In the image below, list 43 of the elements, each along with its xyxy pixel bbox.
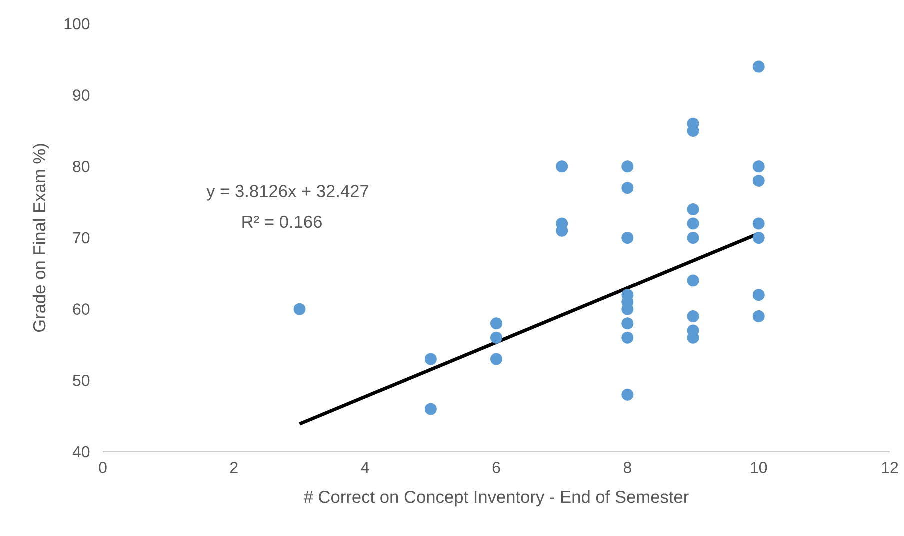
x-axis-title: # Correct on Concept Inventory - End of Semester xyxy=(304,490,689,507)
x-tick-label: 8 xyxy=(624,462,632,474)
annotation: y = 3.8126x + 32.427 xyxy=(206,185,369,201)
point xyxy=(490,318,503,330)
point xyxy=(687,274,700,287)
x-tick-label: 4 xyxy=(361,462,370,474)
y-axis-title: Grade on Final Exam %) xyxy=(32,144,50,332)
point xyxy=(622,332,634,344)
point xyxy=(752,60,765,73)
x-tick-label: 0 xyxy=(99,462,107,474)
point xyxy=(622,160,634,173)
point xyxy=(622,318,634,330)
point xyxy=(622,232,634,244)
point xyxy=(622,182,634,194)
x-tick-label: 6 xyxy=(492,462,500,474)
y-tick-label: 60 xyxy=(73,304,90,315)
point xyxy=(622,388,634,401)
point xyxy=(490,353,503,366)
y-tick-label: 50 xyxy=(73,375,90,386)
y-tick-label: 80 xyxy=(73,161,90,172)
point xyxy=(490,332,503,344)
point xyxy=(752,160,765,173)
point xyxy=(424,353,437,366)
point xyxy=(424,403,437,416)
y-tick-label: 100 xyxy=(64,18,90,30)
x-tick-label: 10 xyxy=(751,462,768,474)
x-tick-label: 12 xyxy=(882,462,898,474)
point xyxy=(687,203,700,216)
y-tick-label: 40 xyxy=(72,446,90,458)
point xyxy=(687,218,700,230)
y-tick-label: 70 xyxy=(73,232,90,244)
point xyxy=(752,218,765,230)
annotation: R² = 0.166 xyxy=(242,216,322,228)
point xyxy=(752,289,765,302)
point xyxy=(752,310,765,322)
x-tick-label: 2 xyxy=(230,462,238,474)
point xyxy=(687,310,700,322)
point xyxy=(294,303,306,316)
point xyxy=(556,160,568,173)
point xyxy=(752,174,765,187)
y-tick-label: 90 xyxy=(73,90,90,101)
point xyxy=(687,232,700,244)
point xyxy=(752,232,765,244)
